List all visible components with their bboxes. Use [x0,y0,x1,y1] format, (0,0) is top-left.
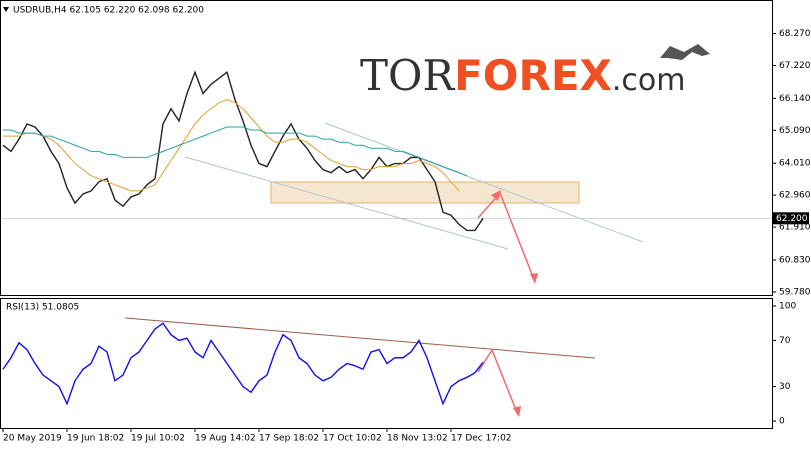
rsi-title: RSI(13) 51.0805 [6,303,79,313]
y-tick-label: 70 [779,336,791,346]
series-line [2,322,484,406]
x-tick-label: 17 Sep 18:02 [259,434,319,444]
y-tick-label: 66.140 [779,94,811,104]
x-tick-label: 17 Oct 10:02 [323,434,382,444]
y-tick-label: 62.960 [779,191,811,201]
x-tick-label: 19 Jul 10:02 [131,434,185,444]
x-tick-label: 17 Dec 17:02 [451,434,512,444]
x-tick-label: 20 May 2019 [3,434,62,444]
y-tick-label: 65.090 [779,126,811,136]
x-tick-label: 18 Nov 13:02 [387,434,448,444]
channel-upper [324,122,644,243]
x-tick-label: 19 Aug 14:02 [195,434,256,444]
y-tick-label: 61.910 [779,223,811,233]
last-price-box [773,212,809,225]
x-tick-label: 19 Jun 18:02 [67,434,124,444]
series-line [3,99,460,192]
logo: TORFOREX.com [360,51,686,100]
arrow-head [491,190,501,201]
y-tick-label: 59.780 [779,287,811,297]
price-panel [0,0,773,296]
series-line [3,126,468,177]
logo-bull [660,44,710,60]
arrow-head [530,273,538,284]
logo-right: .com [612,63,686,98]
y-tick-label: 30 [779,382,791,392]
header-icon [3,7,9,12]
y-tick-label: 60.830 [779,256,811,266]
arrow-head [513,406,521,417]
y-tick-label: 0 [779,417,785,427]
y-tick-label: 68.270 [779,29,811,39]
rsi-trendline [124,317,596,359]
logo-middle: FOREX [454,51,612,100]
y-tick-label: 100 [779,301,796,311]
rsi-arrow [477,348,519,416]
y-tick-label: 67.220 [779,61,811,71]
logo-left: TOR [360,51,455,100]
support-zone [270,181,580,204]
channel-lower [184,156,509,250]
header: USDRUB,H4 62.105 62.220 62.098 62.200 [13,6,204,16]
last-price-label: 62.200 [776,214,808,224]
y-tick-label: 64.010 [779,159,811,169]
